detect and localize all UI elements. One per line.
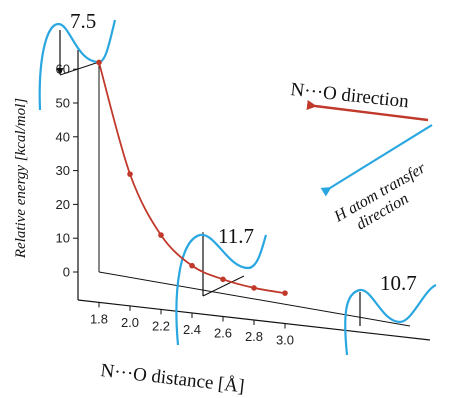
x-tick-label: 2.8 xyxy=(245,329,263,344)
energy-point xyxy=(220,277,226,283)
barrier-arrows xyxy=(60,30,360,326)
energy-point xyxy=(251,285,257,291)
y-ticks: 0102030405060 xyxy=(56,62,78,280)
energy-point xyxy=(96,60,102,66)
x-tick-label: 2.4 xyxy=(183,322,201,337)
energy-point xyxy=(189,263,195,269)
barrier-label-2: 11.7 xyxy=(218,224,254,248)
y-tick-label: 30 xyxy=(56,163,70,178)
x-axis-label: N···O distance [Å] xyxy=(99,360,245,397)
y-tick-label: 0 xyxy=(63,265,70,280)
x-ticks: 1.8 2.0 2.2 2.4 2.6 2.8 3.0 xyxy=(90,302,294,347)
barrier-label-1: 7.5 xyxy=(70,9,96,33)
x-tick-label: 2.2 xyxy=(152,318,170,333)
x-tick-label: 2.6 xyxy=(214,325,232,340)
x-tick-label: 1.8 xyxy=(90,311,108,326)
y-axis-label: Relative energy [kcal/mol] xyxy=(13,98,29,259)
double-well-1 xyxy=(40,20,115,110)
double-well-3 xyxy=(345,285,436,355)
y-tick-label: 10 xyxy=(56,231,70,246)
x-tick-label: 3.0 xyxy=(276,333,294,348)
energy-points xyxy=(96,60,288,296)
y-tick-label: 50 xyxy=(56,96,70,111)
no-direction-label: N···O direction xyxy=(289,79,410,112)
energy-point xyxy=(158,232,164,238)
y-tick-label: 40 xyxy=(56,129,70,144)
energy-point xyxy=(282,290,288,296)
y-tick-label: 20 xyxy=(56,197,70,212)
barrier-label-3: 10.7 xyxy=(380,271,417,295)
x-tick-label: 2.0 xyxy=(121,315,139,330)
energy-point xyxy=(127,171,133,177)
